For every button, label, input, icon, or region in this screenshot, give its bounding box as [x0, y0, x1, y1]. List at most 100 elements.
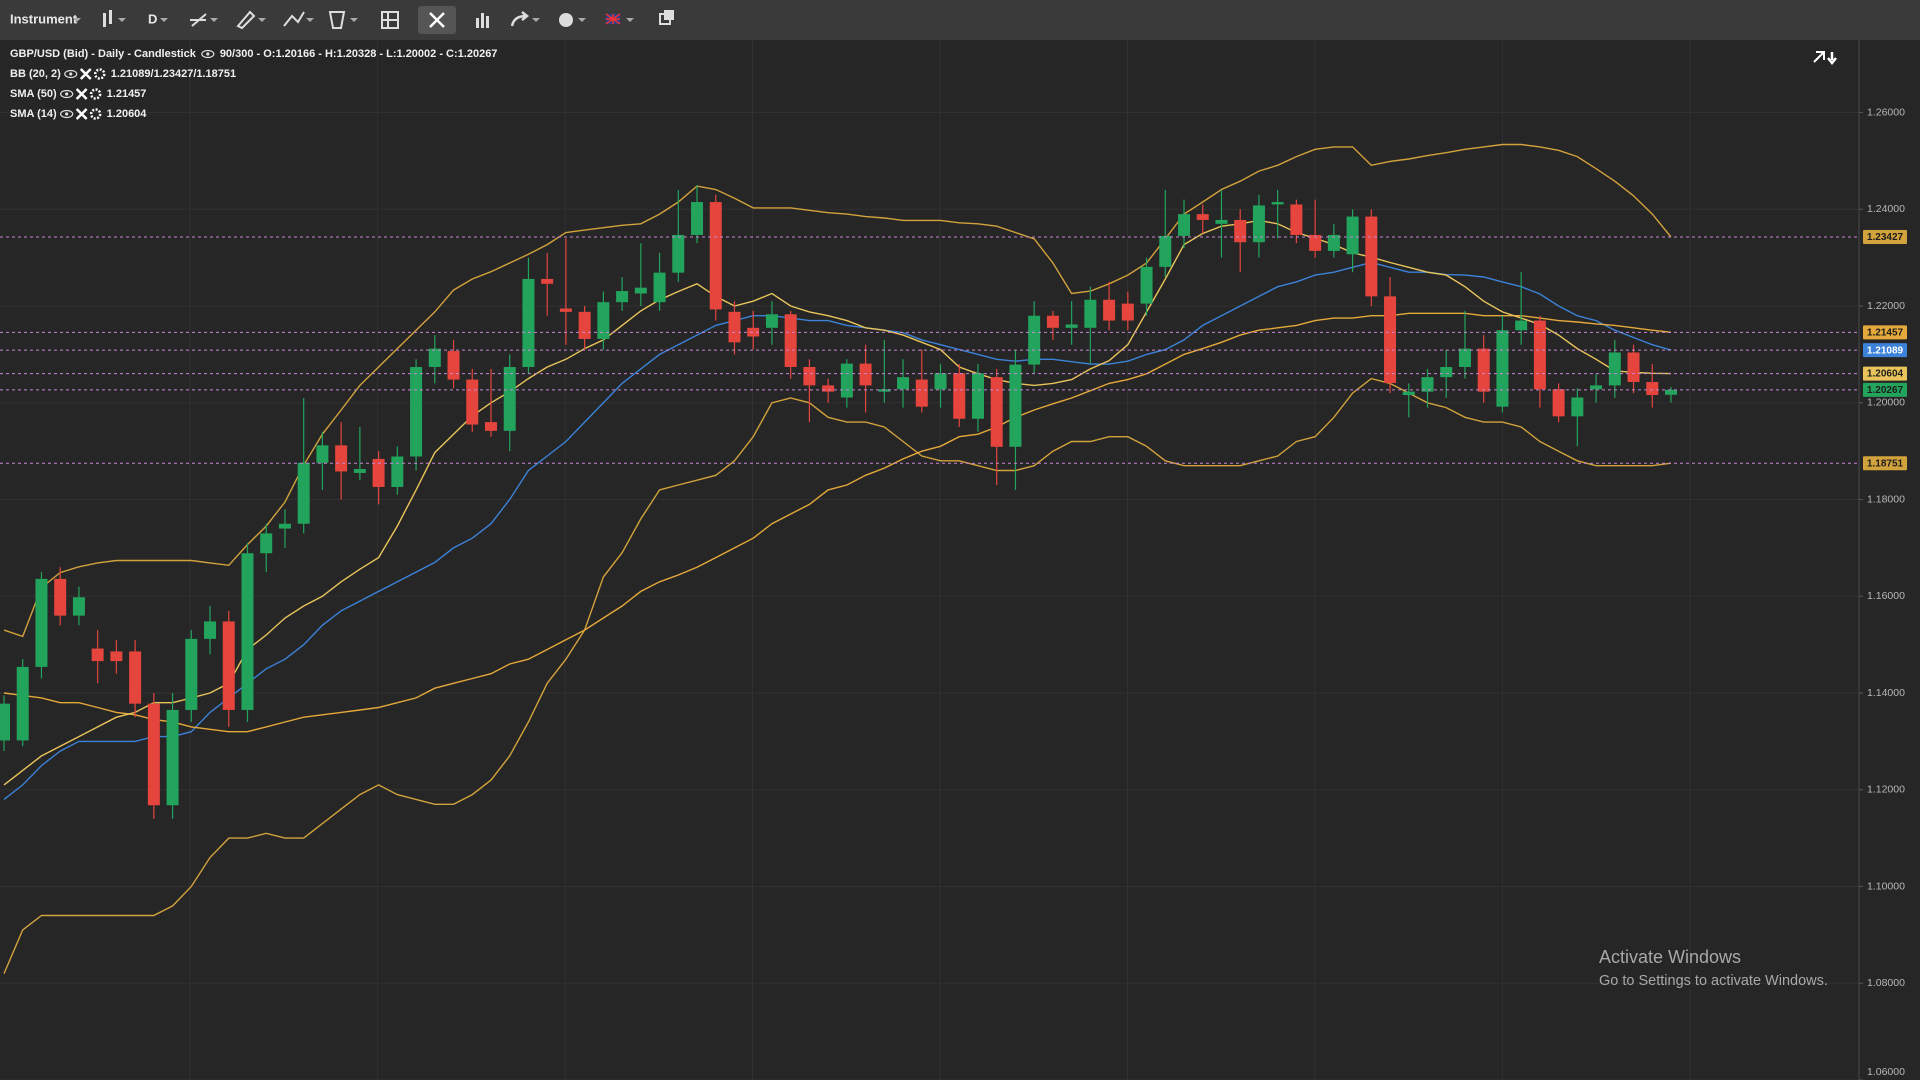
- settings-icon[interactable]: [89, 108, 102, 120]
- remove-icon[interactable]: [75, 108, 88, 120]
- visibility-icon[interactable]: [64, 69, 78, 79]
- candle-body: [934, 373, 947, 390]
- candle-body: [990, 377, 1003, 447]
- icon: [559, 13, 573, 27]
- fullscreen-button[interactable]: [418, 6, 456, 34]
- candle-body: [0, 703, 10, 741]
- candle-body: [1665, 389, 1677, 395]
- candle-body: [297, 462, 310, 524]
- candle-body: [859, 363, 872, 386]
- icon: [382, 12, 398, 28]
- candle-body: [1384, 296, 1397, 383]
- candle-body: [1608, 352, 1621, 386]
- icon: [109, 10, 112, 24]
- plot: [0, 143, 1859, 974]
- remove-icon[interactable]: [79, 68, 92, 80]
- indicator-line: [3, 219, 1672, 786]
- visibility-icon[interactable]: [201, 49, 215, 59]
- visibility-icon[interactable]: [60, 109, 74, 119]
- icon: [664, 10, 674, 20]
- indicator-line: [3, 377, 1672, 974]
- candle-body: [1290, 204, 1303, 235]
- price-tag-label: 1.21089: [1867, 345, 1904, 356]
- panel-controls[interactable]: [1813, 51, 1837, 66]
- y-tick-label: 1.10000: [1867, 880, 1905, 892]
- visibility-icon[interactable]: [60, 89, 74, 99]
- candle-body: [1458, 348, 1471, 367]
- price-tag: [1863, 325, 1907, 340]
- volume-button[interactable]: [476, 13, 489, 28]
- visibility-icon[interactable]: [206, 52, 210, 56]
- candle-body: [1627, 352, 1640, 382]
- candle-body: [166, 709, 179, 806]
- candle-body: [1496, 330, 1509, 407]
- share-button[interactable]: [510, 11, 540, 27]
- indicator-value: 1.21089/1.23427/1.18751: [111, 68, 236, 80]
- y-tick-label: 1.26000: [1867, 106, 1905, 118]
- candle-body: [1440, 366, 1453, 378]
- candle-body: [110, 651, 123, 662]
- price-tag: [1863, 366, 1907, 381]
- candle-body: [316, 445, 329, 463]
- dropdown-arrow: [258, 18, 266, 22]
- remove-icon[interactable]: [75, 88, 88, 100]
- candle-body: [1009, 364, 1022, 447]
- candle-body: [410, 366, 423, 457]
- candle-body: [1103, 299, 1116, 321]
- y-tick-label: 1.24000: [1867, 203, 1905, 215]
- candle-body: [1365, 216, 1378, 297]
- y-tick-label: 1.12000: [1867, 784, 1905, 796]
- delete-button[interactable]: [328, 11, 358, 29]
- icon: [510, 11, 530, 27]
- candle-body: [747, 327, 760, 337]
- watermark-text: Go to Settings to activate Windows.: [1599, 973, 1828, 989]
- visibility-icon[interactable]: [65, 112, 69, 116]
- theme-button[interactable]: [559, 13, 586, 27]
- icon: [236, 10, 256, 30]
- candle-body: [1421, 377, 1434, 392]
- candle-body: [971, 373, 984, 419]
- candle-body: [1252, 205, 1265, 243]
- draw-tool-button[interactable]: [236, 10, 266, 30]
- icon: [1827, 52, 1837, 66]
- visibility-icon[interactable]: [65, 92, 69, 96]
- axis-background: [1859, 40, 1920, 1080]
- settings-icon[interactable]: [94, 68, 106, 80]
- candle-body: [953, 373, 966, 419]
- indicator-value: 1.20604: [107, 108, 148, 120]
- watermark-title: Activate Windows: [1599, 947, 1741, 967]
- y-tick-label: 1.18000: [1867, 493, 1905, 505]
- candle-body: [1159, 235, 1172, 267]
- settings-icon[interactable]: [89, 88, 102, 100]
- window-button[interactable]: [659, 10, 674, 25]
- candle-body: [91, 648, 104, 662]
- candle-body: [353, 469, 366, 473]
- dropdown-arrow: [73, 18, 81, 22]
- icon: [429, 12, 445, 28]
- candle-body: [616, 291, 629, 303]
- candle-body: [147, 703, 160, 806]
- candle-body: [1084, 299, 1097, 328]
- draw-line-button[interactable]: [190, 13, 218, 27]
- price-tags: 1.21089 1.23427 1.18751 1.21457 1.20604 1.202…: [1863, 230, 1907, 471]
- language-button[interactable]: [605, 13, 634, 25]
- candle-body: [878, 389, 891, 392]
- y-tick-label: 1.14000: [1867, 687, 1905, 699]
- candle-body: [897, 377, 910, 390]
- candle-body: [466, 379, 479, 425]
- toolbar-background: [0, 0, 1920, 40]
- indicator-button[interactable]: [283, 11, 314, 27]
- candle-body: [1215, 219, 1228, 224]
- layout-button[interactable]: [381, 11, 399, 29]
- candle-body: [447, 351, 460, 380]
- candle-body: [72, 597, 85, 616]
- price-tag-label: 1.21457: [1867, 327, 1904, 338]
- chart-type-button[interactable]: [103, 10, 126, 27]
- candle-body: [522, 278, 535, 367]
- instrument-menu[interactable]: Instrument: [10, 11, 78, 26]
- timeframe-menu[interactable]: D: [148, 11, 157, 26]
- candle-body: [391, 456, 404, 487]
- visibility-icon[interactable]: [69, 72, 73, 76]
- candle-body: [840, 363, 853, 398]
